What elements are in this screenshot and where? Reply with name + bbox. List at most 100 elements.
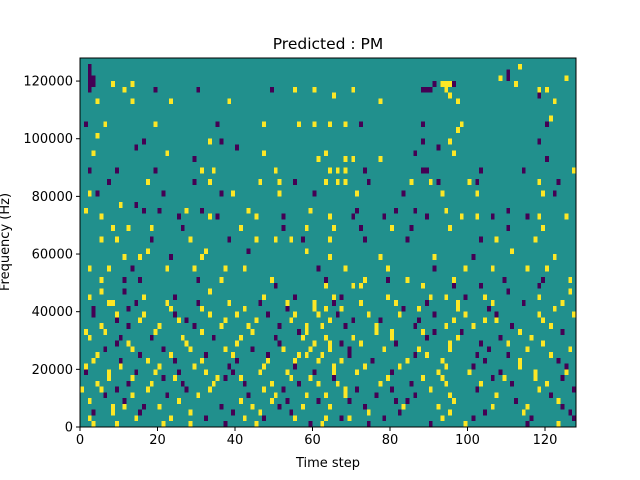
heatmap-cell	[564, 213, 569, 220]
heatmap-cell	[308, 346, 313, 353]
heatmap-cell	[308, 421, 313, 427]
heatmap-cell	[455, 98, 460, 105]
heatmap-cell	[281, 213, 286, 220]
heatmap-cell	[235, 357, 239, 364]
heatmap-cell	[343, 121, 348, 128]
heatmap-cell	[180, 225, 185, 231]
heatmap-cell	[390, 225, 394, 231]
heatmap-cell	[328, 167, 332, 174]
heatmap-cell	[421, 138, 425, 145]
heatmap-cell	[409, 179, 414, 185]
heatmap-cell	[386, 265, 391, 272]
heatmap-cell	[103, 346, 108, 353]
heatmap-cell	[312, 369, 317, 376]
heatmap-cell	[471, 363, 476, 370]
heatmap-cell	[533, 236, 538, 243]
heatmap-cell	[87, 398, 92, 404]
heatmap-cell	[405, 236, 410, 243]
heatmap-cell	[428, 386, 433, 393]
heatmap-cell	[452, 282, 456, 289]
heatmap-cell	[87, 167, 92, 174]
heatmap-cell	[157, 207, 162, 214]
heatmap-cell	[452, 317, 456, 324]
heatmap-cell	[91, 311, 96, 318]
heatmap-cell	[145, 357, 150, 364]
heatmap-cell	[413, 207, 418, 214]
heatmap-cell	[343, 156, 348, 162]
heatmap-cell	[266, 352, 270, 358]
heatmap-cell	[122, 86, 127, 93]
heatmap-cell	[351, 156, 356, 162]
heatmap-cell	[289, 317, 294, 324]
x-tick-label: 40	[227, 433, 244, 448]
heatmap-cell	[374, 323, 379, 329]
heatmap-cell	[355, 190, 360, 197]
heatmap-cell	[405, 277, 410, 283]
heatmap-cell	[293, 415, 298, 422]
heatmap-cell	[362, 363, 367, 370]
heatmap-cell	[200, 357, 205, 364]
heatmap-cell	[335, 311, 340, 318]
heatmap-cell	[421, 282, 425, 289]
heatmap-cell	[297, 380, 301, 387]
heatmap-cell	[545, 86, 549, 93]
heatmap-cell	[207, 311, 212, 318]
heatmap-cell	[432, 311, 437, 318]
heatmap-cell	[506, 340, 511, 347]
heatmap-cell	[378, 254, 383, 260]
x-tick-label: 120	[533, 433, 558, 448]
heatmap-cell	[521, 300, 526, 306]
heatmap-cell	[200, 167, 205, 174]
heatmap-cell	[273, 392, 278, 399]
heatmap-cell	[506, 225, 511, 231]
heatmap-cell	[448, 81, 453, 87]
heatmap-cell	[448, 138, 453, 145]
plot-frame	[79, 57, 577, 428]
heatmap-cell	[269, 86, 274, 93]
heatmap-cell	[130, 375, 135, 381]
heatmap-cell	[452, 150, 456, 157]
heatmap-cell	[134, 415, 139, 422]
heatmap-cell	[312, 340, 317, 347]
heatmap-cell	[114, 386, 119, 393]
heatmap-cell	[572, 311, 577, 318]
heatmap-cell	[560, 328, 565, 335]
heatmap-cell	[312, 300, 317, 306]
heatmap-cell	[145, 179, 150, 185]
heatmap-cell	[483, 294, 487, 301]
heatmap-cell	[227, 363, 232, 370]
heatmap-cell	[506, 69, 511, 76]
heatmap-cell	[556, 357, 561, 364]
heatmap-cell	[537, 282, 542, 289]
heatmap-cell	[548, 323, 553, 329]
heatmap-cell	[142, 207, 146, 214]
heatmap-cell	[262, 294, 267, 301]
x-tick-label: 20	[149, 433, 166, 448]
heatmap-cell	[235, 144, 239, 151]
heatmap-cell	[510, 323, 515, 329]
heatmap-cell	[99, 277, 104, 283]
heatmap-cell	[498, 369, 503, 376]
heatmap-cell	[521, 409, 526, 416]
heatmap-cell	[246, 323, 251, 329]
heatmap-cell	[533, 375, 538, 381]
heatmap-cell	[494, 236, 499, 243]
heatmap-cell	[390, 334, 394, 341]
heatmap-cell	[122, 277, 127, 283]
heatmap-cell	[382, 213, 387, 220]
heatmap-cell	[378, 317, 383, 324]
heatmap-cell	[87, 69, 92, 76]
heatmap-cell	[382, 415, 387, 422]
heatmap-cell	[448, 346, 453, 353]
heatmap-cell	[331, 225, 336, 231]
heatmap-cell	[114, 340, 119, 347]
heatmap-cell	[192, 156, 197, 162]
heatmap-cell	[471, 323, 476, 329]
heatmap-cell	[335, 167, 340, 174]
heatmap-cell	[359, 282, 363, 289]
heatmap-cell	[297, 328, 301, 335]
heatmap-cell	[254, 236, 259, 243]
heatmap-cell	[397, 409, 402, 416]
heatmap-cell	[130, 98, 135, 105]
heatmap-cell	[285, 305, 290, 312]
